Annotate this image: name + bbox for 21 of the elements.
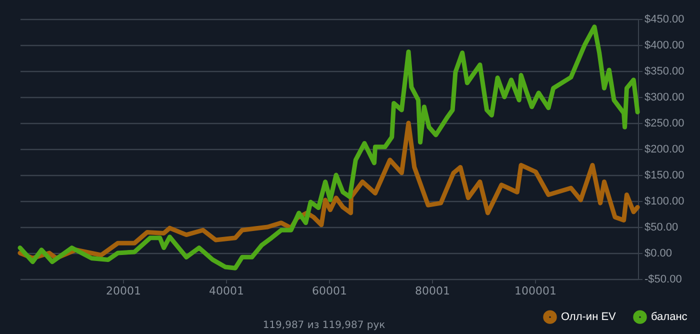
- y-tick-label: $200.00: [644, 144, 684, 156]
- legend-label: Олл-ин EV: [561, 311, 617, 324]
- y-tick-label: -$50.00: [644, 274, 682, 286]
- y-tick-label: $150.00: [644, 170, 684, 182]
- text: 119,987 из 119,987 рук: [262, 320, 386, 331]
- y-tick-label: $350.00: [644, 66, 684, 78]
- x-tick-label: 20001: [106, 284, 142, 298]
- y-tick-label: $50.00: [644, 222, 678, 234]
- legend-label: баланс: [651, 311, 688, 324]
- x-tick-label: 60001: [312, 284, 348, 298]
- y-tick-label: $100.00: [644, 196, 684, 208]
- x-tick-label: 80001: [415, 284, 450, 298]
- x-tick-label: 40001: [209, 284, 244, 298]
- line-series: [18, 24, 640, 270]
- y-tick-label: $250.00: [644, 118, 684, 130]
- y-tick-label: $400.00: [644, 40, 684, 52]
- y-tick-label: $300.00: [644, 92, 684, 104]
- x-tick-label: 100001: [514, 284, 557, 298]
- y-tick-label: $450.00: [644, 14, 684, 26]
- line-series: [18, 120, 640, 260]
- y-tick-label: $0.00: [644, 248, 672, 260]
